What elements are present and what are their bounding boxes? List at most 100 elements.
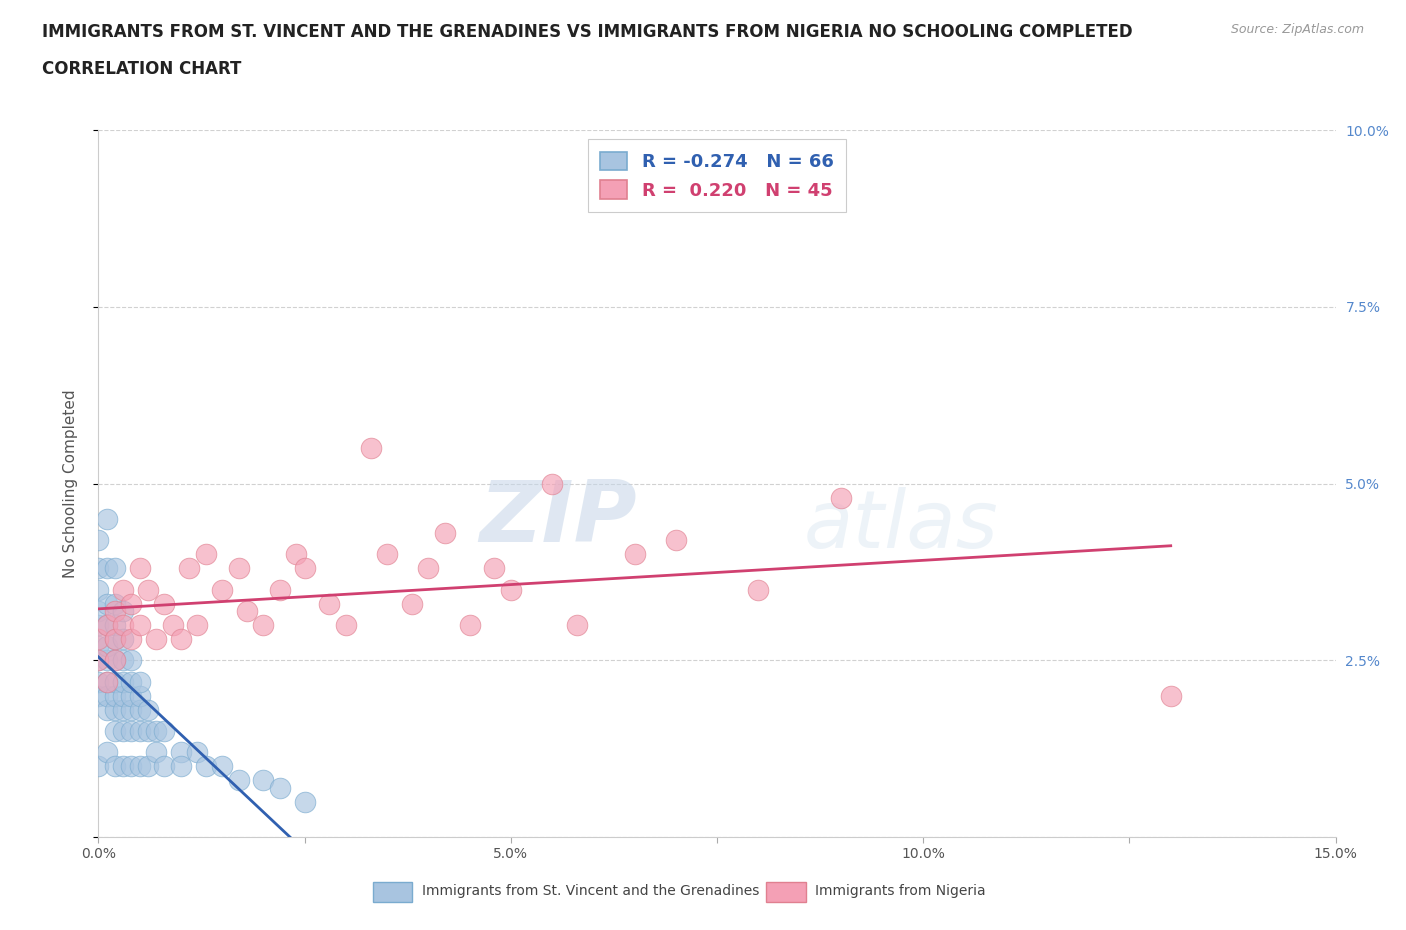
Point	[112, 724, 135, 738]
Point	[170, 631, 193, 646]
Point	[830, 490, 852, 505]
Point	[104, 702, 127, 717]
Point	[136, 724, 159, 738]
Point	[87, 674, 110, 689]
Text: Immigrants from Nigeria: Immigrants from Nigeria	[815, 884, 986, 898]
Point	[104, 688, 127, 703]
Text: Source: ZipAtlas.com: Source: ZipAtlas.com	[1230, 23, 1364, 36]
Point	[228, 773, 250, 788]
Point	[96, 674, 118, 689]
Point	[112, 631, 135, 646]
Point	[136, 759, 159, 774]
Point	[120, 631, 142, 646]
Point	[285, 547, 308, 562]
Legend: R = -0.274   N = 66, R =  0.220   N = 45: R = -0.274 N = 66, R = 0.220 N = 45	[588, 140, 846, 212]
Point	[120, 653, 142, 668]
Point	[194, 759, 217, 774]
Point	[1160, 688, 1182, 703]
Point	[120, 688, 142, 703]
Point	[458, 618, 481, 632]
Point	[87, 631, 110, 646]
Point	[335, 618, 357, 632]
Point	[252, 618, 274, 632]
Point	[747, 582, 769, 597]
Point	[401, 596, 423, 611]
Text: Immigrants from St. Vincent and the Grenadines: Immigrants from St. Vincent and the Gren…	[422, 884, 759, 898]
Point	[418, 561, 440, 576]
Point	[623, 547, 645, 562]
Point	[541, 476, 564, 491]
Point	[499, 582, 522, 597]
Y-axis label: No Schooling Completed: No Schooling Completed	[63, 390, 77, 578]
Point	[128, 561, 150, 576]
Text: atlas: atlas	[804, 487, 998, 565]
Point	[112, 759, 135, 774]
Point	[484, 561, 506, 576]
Point	[120, 674, 142, 689]
Text: CORRELATION CHART: CORRELATION CHART	[42, 60, 242, 78]
Point	[96, 688, 118, 703]
Point	[179, 561, 201, 576]
Point	[153, 596, 176, 611]
Point	[104, 604, 127, 618]
Point	[104, 674, 127, 689]
Point	[104, 561, 127, 576]
Point	[87, 653, 110, 668]
Point	[211, 759, 233, 774]
Point	[104, 596, 127, 611]
Point	[194, 547, 217, 562]
Point	[318, 596, 340, 611]
Point	[112, 604, 135, 618]
Point	[211, 582, 233, 597]
Point	[228, 561, 250, 576]
Point	[236, 604, 259, 618]
Point	[565, 618, 588, 632]
Point	[269, 582, 291, 597]
Point	[112, 653, 135, 668]
Point	[87, 618, 110, 632]
Point	[96, 512, 118, 526]
Point	[120, 596, 142, 611]
Point	[104, 759, 127, 774]
Point	[153, 759, 176, 774]
Point	[112, 688, 135, 703]
Point	[96, 745, 118, 760]
Point	[96, 702, 118, 717]
Point	[136, 702, 159, 717]
Point	[104, 631, 127, 646]
Point	[87, 653, 110, 668]
Point	[120, 759, 142, 774]
Point	[186, 745, 208, 760]
Point	[294, 794, 316, 809]
Point	[294, 561, 316, 576]
Point	[87, 533, 110, 548]
Point	[96, 618, 118, 632]
Point	[104, 618, 127, 632]
Point	[136, 582, 159, 597]
Point	[104, 653, 127, 668]
Point	[87, 582, 110, 597]
Point	[112, 582, 135, 597]
Point	[96, 561, 118, 576]
Point	[145, 631, 167, 646]
Point	[128, 618, 150, 632]
Point	[128, 674, 150, 689]
Point	[104, 631, 127, 646]
Point	[87, 639, 110, 654]
Point	[120, 724, 142, 738]
Point	[170, 759, 193, 774]
Point	[360, 441, 382, 456]
Point	[665, 533, 688, 548]
Point	[375, 547, 398, 562]
Point	[186, 618, 208, 632]
Point	[87, 759, 110, 774]
Point	[145, 724, 167, 738]
Point	[96, 653, 118, 668]
Point	[153, 724, 176, 738]
Point	[96, 618, 118, 632]
Point	[104, 724, 127, 738]
Point	[433, 525, 456, 540]
Point	[87, 561, 110, 576]
Point	[128, 702, 150, 717]
Point	[128, 724, 150, 738]
